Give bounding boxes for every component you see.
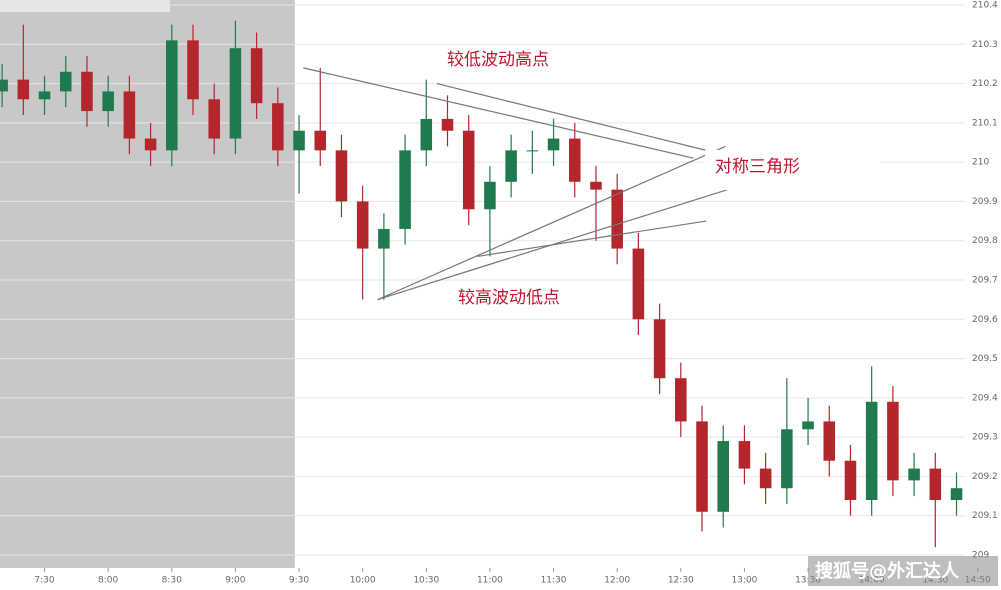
candle-body — [653, 319, 666, 379]
x-tick-label: 9:30 — [289, 576, 309, 586]
candle-body — [802, 421, 814, 430]
candle-body — [887, 401, 899, 481]
candle-body — [59, 71, 72, 92]
candle-body — [102, 91, 114, 112]
x-tick-label: 10:00 — [350, 576, 376, 586]
candle-body — [823, 421, 836, 461]
candle-body — [314, 130, 327, 151]
annotation: 较高波动低点 — [458, 288, 560, 308]
candle-body — [759, 468, 772, 489]
trend-line — [436, 82, 707, 151]
x-tick-label: 12:00 — [604, 576, 630, 586]
watermark: 搜狐号@外汇达人 — [815, 560, 960, 582]
candle-body — [250, 48, 263, 104]
candle-body — [420, 118, 433, 151]
candle-body — [123, 91, 136, 139]
x-tick-label: 7:30 — [34, 576, 54, 586]
candle-body — [399, 150, 411, 229]
candle-body — [166, 40, 178, 151]
y-tick-label: 209.1 — [972, 511, 998, 521]
y-tick-label: 209.6 — [972, 315, 998, 325]
candle-body — [844, 460, 857, 500]
y-tick-label: 210.2 — [972, 79, 998, 89]
candle-body — [590, 181, 602, 190]
candle-body — [547, 138, 560, 151]
candle-body — [484, 181, 496, 210]
time-axis-strip — [0, 568, 1001, 590]
candle-body — [929, 468, 942, 500]
candle-body — [208, 99, 220, 139]
y-tick-label: 210.1 — [972, 118, 998, 128]
candle-body — [293, 130, 305, 151]
y-tick-label: 209.4 — [972, 393, 998, 403]
y-tick-label: 209.3 — [972, 433, 998, 443]
y-tick-label: 209.8 — [972, 236, 998, 246]
blur-patch — [0, 0, 170, 12]
candle-body — [675, 378, 687, 422]
candle-body — [441, 118, 454, 131]
price-axis-strip — [965, 0, 1001, 590]
x-tick-label: 10:30 — [413, 576, 439, 586]
candle-body — [950, 488, 963, 500]
candle-body — [505, 150, 517, 182]
candle-body — [378, 228, 390, 249]
candle-body — [272, 103, 284, 151]
annotation: 较低波动高点 — [447, 50, 549, 70]
y-tick-label: 209.5 — [972, 354, 998, 364]
candle-body — [38, 91, 51, 100]
candle-body — [611, 189, 623, 249]
candle-body — [738, 441, 751, 469]
x-tick-label: 12:30 — [668, 576, 694, 586]
trend-line — [477, 220, 707, 258]
annotation-box — [705, 150, 880, 190]
candle-body — [187, 40, 199, 100]
x-tick-label: 9:00 — [225, 576, 245, 586]
y-tick-label: 209 — [972, 551, 989, 561]
candle-body — [17, 79, 30, 100]
x-tick-label: 8:30 — [162, 576, 182, 586]
x-tick-label: 11:00 — [477, 576, 503, 586]
y-tick-label: 210.4 — [972, 1, 998, 11]
y-tick-label: 210 — [972, 158, 989, 168]
candle-body — [632, 248, 645, 320]
trend-line — [377, 145, 726, 301]
annotation: 对称三角形 — [715, 157, 800, 177]
candle-body — [781, 429, 793, 489]
candle-body — [229, 48, 242, 139]
candle-body — [335, 150, 348, 202]
y-tick-label: 209.7 — [972, 276, 998, 286]
trend-line — [303, 67, 694, 159]
candle-body — [908, 468, 920, 481]
candle-body — [356, 201, 369, 249]
candle-body — [81, 71, 93, 112]
plot-marks — [0, 20, 963, 548]
y-tick-label: 209.9 — [972, 197, 998, 207]
y-tick-label: 209.2 — [972, 472, 998, 482]
watermark-box — [808, 556, 998, 586]
y-tick-label: 210.3 — [972, 40, 998, 50]
candle-body — [526, 150, 539, 152]
candle-body — [144, 138, 157, 151]
x-tick-label: 11:30 — [541, 576, 567, 586]
candle-body — [865, 401, 878, 500]
candle-body — [568, 138, 581, 182]
candle-body — [696, 421, 708, 512]
x-tick-label: 13:00 — [731, 576, 757, 586]
x-tick-label: 8:00 — [98, 576, 118, 586]
candle-body — [462, 130, 475, 210]
candle-body — [717, 441, 729, 512]
candle-body — [0, 79, 8, 92]
